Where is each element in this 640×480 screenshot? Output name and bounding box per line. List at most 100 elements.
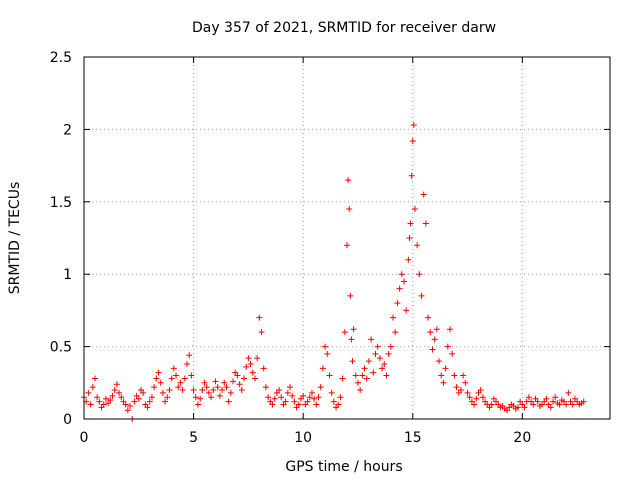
data-point <box>563 401 570 408</box>
data-point <box>265 394 272 401</box>
data-point <box>311 395 318 402</box>
y-tick-label: 1.5 <box>50 195 72 211</box>
data-point <box>247 360 254 367</box>
data-point <box>245 355 252 362</box>
data-point <box>276 387 283 394</box>
data-point <box>326 372 333 379</box>
data-point <box>429 346 436 353</box>
data-point <box>122 401 129 408</box>
data-point <box>556 401 563 408</box>
data-point <box>449 350 456 357</box>
data-point <box>87 401 94 408</box>
data-point <box>146 398 153 405</box>
data-point <box>184 360 191 367</box>
data-point <box>479 394 486 401</box>
data-point <box>552 394 559 401</box>
data-point <box>330 398 337 405</box>
data-point <box>107 397 114 404</box>
data-point <box>350 326 357 333</box>
data-point <box>408 172 415 179</box>
data-point <box>411 206 418 213</box>
y-axis-label: SRMTID / TECUs <box>7 182 23 295</box>
data-point <box>390 314 397 321</box>
data-point <box>385 350 392 357</box>
data-point <box>488 401 495 408</box>
data-point <box>221 379 228 386</box>
data-point <box>306 394 313 401</box>
data-point <box>291 398 298 405</box>
data-point <box>287 384 294 391</box>
data-point <box>179 387 186 394</box>
data-point <box>383 372 390 379</box>
data-point <box>100 401 107 408</box>
data-point <box>151 384 158 391</box>
data-point <box>394 300 401 307</box>
data-point <box>324 350 331 357</box>
data-point <box>392 329 399 336</box>
data-point <box>201 379 208 386</box>
data-point <box>376 355 383 362</box>
data-point <box>216 392 223 399</box>
data-point <box>319 365 326 372</box>
data-point <box>173 372 180 379</box>
data-point <box>315 394 322 401</box>
data-point <box>258 329 265 336</box>
data-point <box>381 360 388 367</box>
plot-frame <box>83 56 611 420</box>
data-point <box>177 379 184 386</box>
data-point <box>374 343 381 350</box>
data-point <box>453 384 460 391</box>
data-point <box>192 394 199 401</box>
data-point <box>418 292 425 299</box>
data-point <box>194 401 201 408</box>
data-point <box>124 407 131 414</box>
data-point <box>354 379 361 386</box>
data-point <box>313 401 320 408</box>
data-point <box>341 329 348 336</box>
data-point <box>438 372 445 379</box>
data-point <box>278 394 285 401</box>
data-point <box>337 394 344 401</box>
data-point <box>514 404 521 411</box>
data-point <box>471 401 478 408</box>
data-point <box>127 402 134 409</box>
data-point <box>113 381 120 388</box>
data-point <box>102 395 109 402</box>
data-point <box>304 398 311 405</box>
data-point <box>322 343 329 350</box>
data-point <box>442 365 449 372</box>
data-point <box>96 398 103 405</box>
x-tick-label: 20 <box>513 430 531 446</box>
data-point <box>225 398 232 405</box>
data-point <box>234 372 241 379</box>
data-point <box>289 392 296 399</box>
x-tick-label: 5 <box>189 430 198 446</box>
data-point <box>569 401 576 408</box>
data-point <box>284 389 291 396</box>
data-point <box>534 398 541 405</box>
data-point <box>135 395 142 402</box>
data-point <box>166 387 173 394</box>
data-point <box>410 122 417 129</box>
data-point <box>464 389 471 396</box>
data-point <box>400 278 407 285</box>
data-point <box>300 392 307 399</box>
data-point <box>363 375 370 382</box>
data-point <box>550 398 557 405</box>
data-point <box>425 314 432 321</box>
data-point <box>271 395 278 402</box>
data-point <box>308 389 315 396</box>
data-point <box>131 398 138 405</box>
data-point <box>416 271 423 278</box>
data-point <box>164 394 171 401</box>
data-point <box>282 398 289 405</box>
data-point <box>344 242 350 249</box>
y-tick-label: 2 <box>63 122 72 138</box>
data-point <box>140 389 147 396</box>
x-axis-label: GPS time / hours <box>285 459 402 475</box>
data-point <box>223 384 230 391</box>
axis-tick-labels: 0 5 10 15 20 0 0.5 1 1.5 2 2.5 <box>50 50 532 446</box>
data-point <box>148 394 155 401</box>
data-point <box>457 387 464 394</box>
